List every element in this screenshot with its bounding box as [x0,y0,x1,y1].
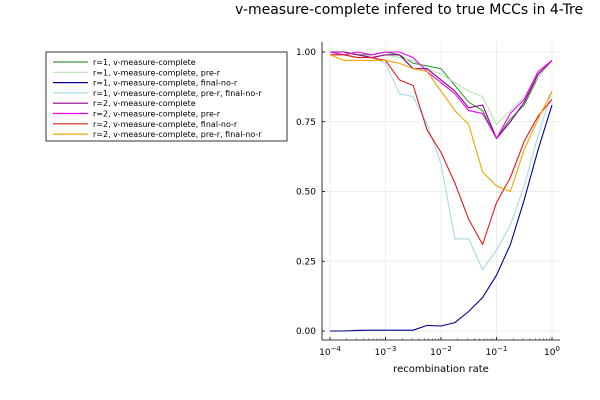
y-tick-label: 0.00 [296,327,316,337]
chart-title: v-measure-complete infered to true MCCs … [235,2,583,18]
legend-entry-label: r=2, v-measure-complete, final-no-r [93,120,238,129]
y-tick-label: 1.00 [296,48,316,58]
legend-entry-label: r=2, v-measure-complete [93,99,196,108]
y-tick-label: 0.75 [296,118,316,128]
y-tick-label: 0.50 [296,188,316,198]
x-tick-label: 10−4 [319,345,341,358]
x-axis-label: recombination rate [393,364,489,375]
plot-lines [329,51,553,332]
series-line-7 [330,54,553,246]
x-tick-label: 10−3 [375,345,397,358]
legend-entry-label: r=2, v-measure-complete, pre-r [93,110,221,119]
series-line-8 [329,54,553,193]
x-tick-label: 10−2 [430,345,452,358]
grid [322,42,560,340]
x-tick-label: 10−1 [486,345,508,358]
x-tick-label: 100 [544,345,560,358]
series-line-6 [329,51,553,140]
legend-entry-label: r=1, v-measure-complete, pre-r, final-no… [93,89,262,98]
legend-entry-label: r=1, v-measure-complete [93,58,196,67]
legend-box [45,51,288,142]
y-tick-label: 0.25 [296,257,316,267]
legend-entry-label: r=1, v-measure-complete, pre-r [93,68,221,77]
axes: 0.00 0.25 0.50 0.75 1.00 10−4 10−3 10−2 10−1 100 [296,42,560,358]
legend-entry-label: r=1, v-measure-complete, final-no-r [93,79,238,88]
legend-entry-label: r=2, v-measure-complete, pre-r, final-no… [93,130,262,139]
series-line-3 [330,104,553,332]
series-line-5 [330,51,553,140]
